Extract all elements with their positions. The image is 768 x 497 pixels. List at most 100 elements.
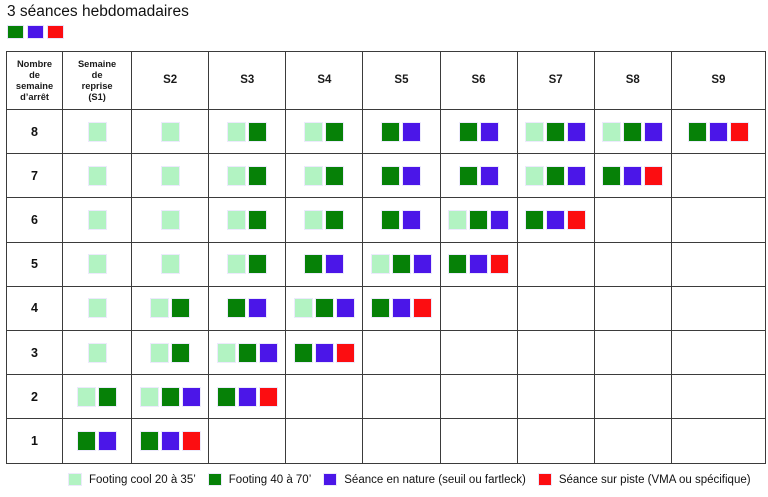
swatch-footing-cool bbox=[602, 121, 622, 142]
session-swatch-group bbox=[672, 375, 765, 418]
session-cell[interactable] bbox=[285, 329, 364, 376]
session-cell[interactable] bbox=[362, 285, 441, 331]
session-cell[interactable] bbox=[670, 241, 767, 287]
swatch-seance-nature bbox=[335, 298, 355, 319]
session-cell[interactable] bbox=[62, 418, 133, 464]
session-cell[interactable] bbox=[131, 108, 210, 155]
session-cell[interactable] bbox=[670, 329, 767, 376]
session-cell[interactable] bbox=[131, 285, 210, 331]
session-cell[interactable] bbox=[131, 374, 210, 420]
session-cell[interactable] bbox=[439, 418, 518, 464]
session-cell[interactable] bbox=[208, 329, 287, 376]
session-cell[interactable] bbox=[208, 197, 287, 243]
session-swatch-group bbox=[286, 287, 362, 330]
session-cell[interactable] bbox=[131, 241, 210, 287]
swatch-footing-long bbox=[139, 430, 159, 451]
session-cell[interactable] bbox=[285, 108, 364, 155]
session-cell[interactable] bbox=[285, 153, 364, 199]
session-cell[interactable] bbox=[439, 374, 518, 420]
session-cell[interactable] bbox=[131, 197, 210, 243]
table-row: 5 bbox=[5, 241, 767, 287]
swatch-footing-long bbox=[546, 165, 566, 186]
session-cell[interactable] bbox=[439, 241, 518, 287]
session-cell[interactable] bbox=[131, 418, 210, 464]
swatch-seance-piste bbox=[412, 298, 432, 319]
session-cell[interactable] bbox=[593, 374, 672, 420]
session-cell[interactable] bbox=[285, 374, 364, 420]
session-cell[interactable] bbox=[516, 329, 595, 376]
session-cell[interactable] bbox=[362, 418, 441, 464]
session-cell[interactable] bbox=[593, 153, 672, 199]
column-header-line: d’arrêt bbox=[20, 91, 49, 102]
session-cell[interactable] bbox=[62, 197, 133, 243]
session-cell[interactable] bbox=[670, 153, 767, 199]
session-cell[interactable] bbox=[208, 418, 287, 464]
session-cell[interactable] bbox=[62, 285, 133, 331]
session-cell[interactable] bbox=[362, 108, 441, 155]
session-cell[interactable] bbox=[516, 197, 595, 243]
session-cell[interactable] bbox=[439, 108, 518, 155]
session-cell[interactable] bbox=[593, 285, 672, 331]
session-cell[interactable] bbox=[208, 285, 287, 331]
session-cell[interactable] bbox=[362, 329, 441, 376]
session-cell[interactable] bbox=[516, 241, 595, 287]
session-cell[interactable] bbox=[670, 418, 767, 464]
session-cell[interactable] bbox=[131, 153, 210, 199]
swatch-footing-cool bbox=[87, 298, 107, 319]
session-cell[interactable] bbox=[285, 197, 364, 243]
legend-item-label: Séance en nature (seuil ou fartleck) bbox=[344, 473, 526, 486]
swatch-footing-cool bbox=[87, 254, 107, 275]
session-cell[interactable] bbox=[439, 197, 518, 243]
row-label-weeks-off: 1 bbox=[5, 418, 64, 464]
session-cell[interactable] bbox=[439, 153, 518, 199]
session-swatch-group bbox=[595, 419, 671, 462]
session-cell[interactable] bbox=[62, 329, 133, 376]
session-cell[interactable] bbox=[285, 241, 364, 287]
column-header-s2: S2 bbox=[131, 51, 210, 110]
swatch-footing-long bbox=[248, 121, 268, 142]
session-cell[interactable] bbox=[670, 108, 767, 155]
session-cell[interactable] bbox=[670, 285, 767, 331]
swatch-seance-nature bbox=[237, 386, 257, 407]
session-cell[interactable] bbox=[208, 108, 287, 155]
session-cell[interactable] bbox=[208, 374, 287, 420]
session-cell[interactable] bbox=[593, 418, 672, 464]
session-swatch-group bbox=[132, 375, 208, 418]
session-cell[interactable] bbox=[593, 329, 672, 376]
session-swatch-group bbox=[672, 110, 765, 153]
swatch-footing-cool bbox=[68, 473, 82, 486]
session-cell[interactable] bbox=[362, 241, 441, 287]
session-cell[interactable] bbox=[285, 285, 364, 331]
session-cell[interactable] bbox=[516, 285, 595, 331]
swatch-seance-nature bbox=[314, 342, 334, 363]
session-cell[interactable] bbox=[62, 108, 133, 155]
column-header-s5: S5 bbox=[362, 51, 441, 110]
session-cell[interactable] bbox=[593, 197, 672, 243]
session-cell[interactable] bbox=[593, 108, 672, 155]
session-cell[interactable] bbox=[208, 153, 287, 199]
session-cell[interactable] bbox=[439, 329, 518, 376]
session-cell[interactable] bbox=[131, 329, 210, 376]
session-cell[interactable] bbox=[516, 153, 595, 199]
session-cell[interactable] bbox=[208, 241, 287, 287]
session-cell[interactable] bbox=[285, 418, 364, 464]
swatch-footing-long bbox=[171, 298, 191, 319]
session-cell[interactable] bbox=[670, 197, 767, 243]
session-cell[interactable] bbox=[516, 108, 595, 155]
session-cell[interactable] bbox=[62, 241, 133, 287]
session-cell[interactable] bbox=[516, 418, 595, 464]
session-cell[interactable] bbox=[593, 241, 672, 287]
swatch-footing-cool bbox=[160, 209, 180, 230]
session-swatch-group bbox=[441, 110, 517, 153]
session-cell[interactable] bbox=[670, 374, 767, 420]
swatch-footing-cool bbox=[370, 254, 390, 275]
session-cell[interactable] bbox=[62, 374, 133, 420]
session-cell[interactable] bbox=[362, 153, 441, 199]
session-cell[interactable] bbox=[62, 153, 133, 199]
session-cell[interactable] bbox=[516, 374, 595, 420]
session-cell[interactable] bbox=[439, 285, 518, 331]
session-swatch-group bbox=[363, 287, 439, 330]
session-cell[interactable] bbox=[362, 374, 441, 420]
session-cell[interactable] bbox=[362, 197, 441, 243]
swatch-footing-cool bbox=[227, 165, 247, 186]
